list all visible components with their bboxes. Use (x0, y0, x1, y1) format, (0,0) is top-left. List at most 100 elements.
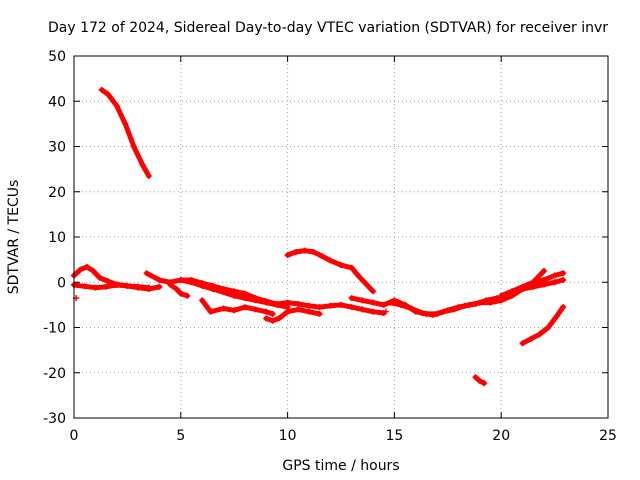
data-point-marker (419, 310, 426, 317)
data-point-marker (83, 263, 90, 270)
y-tick-label: 40 (48, 94, 66, 110)
data-point-marker (139, 161, 146, 168)
y-tick-label: 0 (57, 275, 66, 291)
x-tick-label: 10 (279, 428, 297, 444)
data-point-marker (348, 295, 355, 302)
data-point-marker (493, 295, 500, 302)
y-tick-label: -10 (43, 321, 66, 337)
data-point-marker (269, 310, 276, 317)
data-point-marker (209, 286, 216, 293)
series-trace-arc-neg (520, 304, 566, 346)
data-point-marker (92, 284, 99, 291)
series-layer (71, 86, 567, 387)
data-point-marker (519, 340, 526, 347)
data-point-marker (408, 305, 415, 312)
x-tick-label: 15 (385, 428, 403, 444)
data-point-marker (177, 276, 184, 283)
data-point-marker (103, 283, 110, 290)
data-point-marker (173, 286, 180, 293)
data-point-marker (528, 335, 535, 342)
y-tick-label: -20 (43, 366, 66, 382)
data-point-marker (553, 313, 560, 320)
data-point-marker (252, 297, 259, 304)
data-point-marker (231, 307, 238, 314)
plot-frame (73, 55, 609, 419)
data-point-marker (540, 281, 547, 288)
data-point-marker (199, 282, 206, 289)
data-point-marker (481, 380, 488, 387)
data-point-marker (508, 288, 515, 295)
data-point-marker (184, 292, 191, 299)
data-point-marker (167, 281, 174, 288)
data-point-marker (551, 272, 558, 279)
data-point-marker (231, 292, 238, 299)
x-tick-label: 25 (599, 428, 617, 444)
data-point-marker (145, 172, 152, 179)
data-point-marker (560, 276, 567, 283)
data-point-marker (105, 278, 112, 285)
data-point-marker (472, 374, 479, 381)
data-point-marker (361, 279, 368, 286)
data-point-marker (370, 288, 377, 295)
data-point-marker (241, 295, 248, 302)
x-axis-label: GPS time / hours (282, 458, 399, 474)
data-point-marker (263, 299, 270, 306)
data-point-marker (461, 302, 468, 309)
y-tick-label: 50 (48, 49, 66, 65)
data-point-marker (380, 301, 387, 308)
data-point-marker (498, 292, 505, 299)
data-point-marker (370, 299, 377, 306)
data-point-marker (359, 297, 366, 304)
data-point-marker (305, 302, 312, 309)
data-point-marker (472, 300, 479, 307)
data-point-marker (199, 297, 206, 304)
data-point-marker (359, 306, 366, 313)
data-point-marker (263, 308, 270, 315)
data-point-marker (113, 102, 120, 109)
data-point-marker (220, 305, 227, 312)
data-point-marker (269, 317, 276, 324)
data-point-marker (273, 301, 280, 308)
axis-ticks: 0 5 10 15 20 25 -30 -20 -10 0 10 20 30 40 50 (43, 49, 617, 444)
data-point-marker (293, 248, 300, 255)
data-point-marker (327, 257, 334, 264)
data-point-marker (284, 308, 291, 315)
data-point-marker (295, 306, 302, 313)
x-tick-label: 0 (70, 428, 79, 444)
data-point-marker (560, 304, 567, 311)
series-trace-arc-mid-e (167, 282, 190, 299)
data-point-marker (130, 143, 137, 150)
data-point-marker (122, 120, 129, 127)
y-tick-label: -30 (43, 411, 66, 427)
data-point-marker (440, 308, 447, 315)
data-point-marker (545, 324, 552, 331)
data-point-marker (327, 302, 334, 309)
data-point-marker (530, 283, 537, 290)
data-point-marker (316, 310, 323, 317)
data-point-marker (143, 270, 150, 277)
data-point-marker (338, 262, 344, 269)
data-point-marker (124, 282, 131, 289)
y-tick-label: 20 (48, 185, 66, 201)
data-point-marker (90, 267, 97, 274)
isolated-point-marker (382, 308, 389, 315)
data-point-marker (387, 299, 394, 306)
y-tick-label: 10 (48, 230, 66, 246)
data-point-marker (263, 315, 270, 322)
data-point-marker (105, 91, 112, 98)
data-point-marker (81, 283, 88, 290)
chart-title: Day 172 of 2024, Sidereal Day-to-day VTE… (48, 20, 608, 36)
data-point-marker (536, 331, 543, 338)
grid-lines (74, 56, 608, 418)
data-point-marker (483, 297, 490, 304)
data-point-marker (96, 274, 103, 281)
data-point-marker (476, 377, 483, 384)
series-trace-arc-10-14 (285, 248, 376, 294)
data-point-marker (135, 284, 142, 291)
data-point-marker (188, 279, 195, 286)
data-point-marker (355, 272, 362, 279)
data-point-marker (301, 247, 308, 254)
data-point-marker (177, 290, 184, 297)
data-point-marker (113, 281, 120, 288)
